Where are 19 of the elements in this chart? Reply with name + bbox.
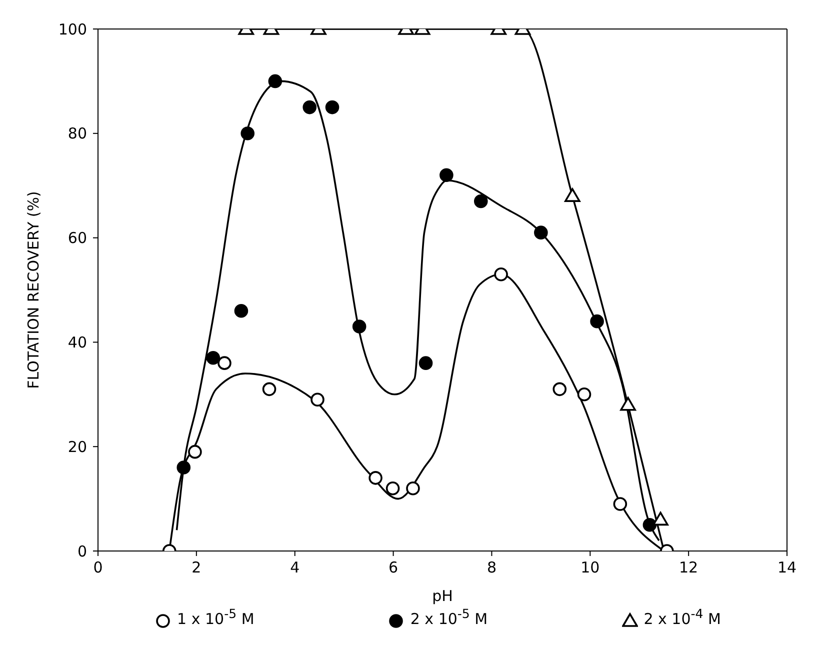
y-axis-title: FLOTATION RECOVERY (%) xyxy=(24,191,42,389)
x-tick-label: 4 xyxy=(290,558,300,577)
x-tick-label: 10 xyxy=(580,558,600,577)
y-tick-label: 0 xyxy=(77,542,87,560)
legend-label: 2 x 10$^{-4}$ M xyxy=(644,606,721,628)
x-tick-label: 8 xyxy=(486,558,496,577)
legend-label: 2 x 10$^{-5}$ M xyxy=(410,606,488,628)
y-tick-label: 60 xyxy=(68,229,87,248)
y-tick-label: 40 xyxy=(68,334,87,352)
y-tick-label: 20 xyxy=(68,438,87,456)
x-tick-label: 2 xyxy=(192,558,202,577)
x-axis-title: pH xyxy=(432,587,453,605)
y-tick-label: 80 xyxy=(68,124,87,143)
x-tick-label: 12 xyxy=(679,558,698,577)
y-tick-label: 100 xyxy=(58,20,87,38)
x-tick-label: 14 xyxy=(777,558,797,577)
legend-label: 1 x 10$^{-5}$ M xyxy=(177,606,254,628)
x-tick-label: 0 xyxy=(93,558,103,577)
x-tick-label: 6 xyxy=(388,558,398,577)
